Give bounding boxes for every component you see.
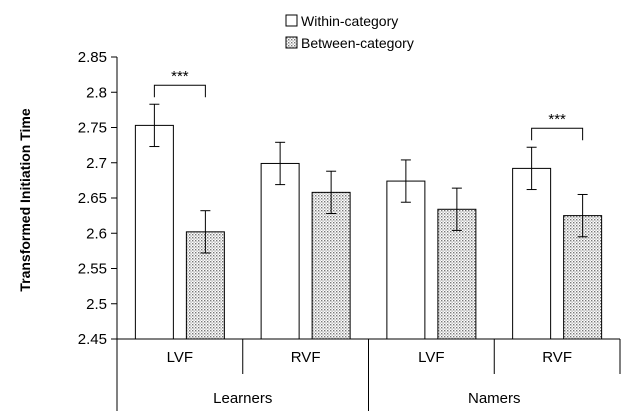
bar-within-category [260, 162, 300, 340]
y-tick-label: 2.75 [78, 120, 107, 137]
legend-swatch-between [285, 36, 298, 49]
category-label: LVF [167, 349, 193, 366]
bar-between-category [311, 191, 351, 340]
y-tick-label: 2.8 [86, 84, 107, 101]
y-tick-label: 2.45 [78, 331, 107, 348]
significance-bracket [531, 127, 584, 141]
legend-label-within: Within-category [301, 13, 398, 29]
significance-label: *** [548, 111, 566, 128]
bar-within-category [512, 167, 552, 340]
category-label: LVF [418, 349, 444, 366]
group-label: Learners [213, 390, 272, 407]
significance-bracket [153, 84, 206, 98]
bar-within-category [386, 180, 426, 340]
category-label: RVF [542, 349, 572, 366]
legend-swatch-within [285, 14, 298, 27]
y-tick-label: 2.65 [78, 190, 107, 207]
legend-label-between: Between-category [301, 35, 414, 51]
significance-label: *** [171, 68, 189, 85]
y-tick-label: 2.55 [78, 261, 107, 278]
y-tick-label: 2.5 [86, 296, 107, 313]
y-tick-label: 2.6 [86, 225, 107, 242]
bar-between-category [437, 208, 477, 340]
bar-within-category [134, 124, 174, 340]
group-label: Namers [468, 390, 521, 407]
y-tick-label: 2.7 [86, 155, 107, 172]
plot-area: 2.45 2.5 2.55 2.6 2.65 2.7 2.75 2.8 2.85 LVF RVF LV… [78, 49, 621, 411]
category-label: RVF [291, 349, 321, 366]
y-axis-label: Transformed Initiation Time [17, 108, 33, 292]
y-tick-label: 2.85 [78, 49, 107, 66]
legend: Within-category Between-category [285, 13, 414, 51]
